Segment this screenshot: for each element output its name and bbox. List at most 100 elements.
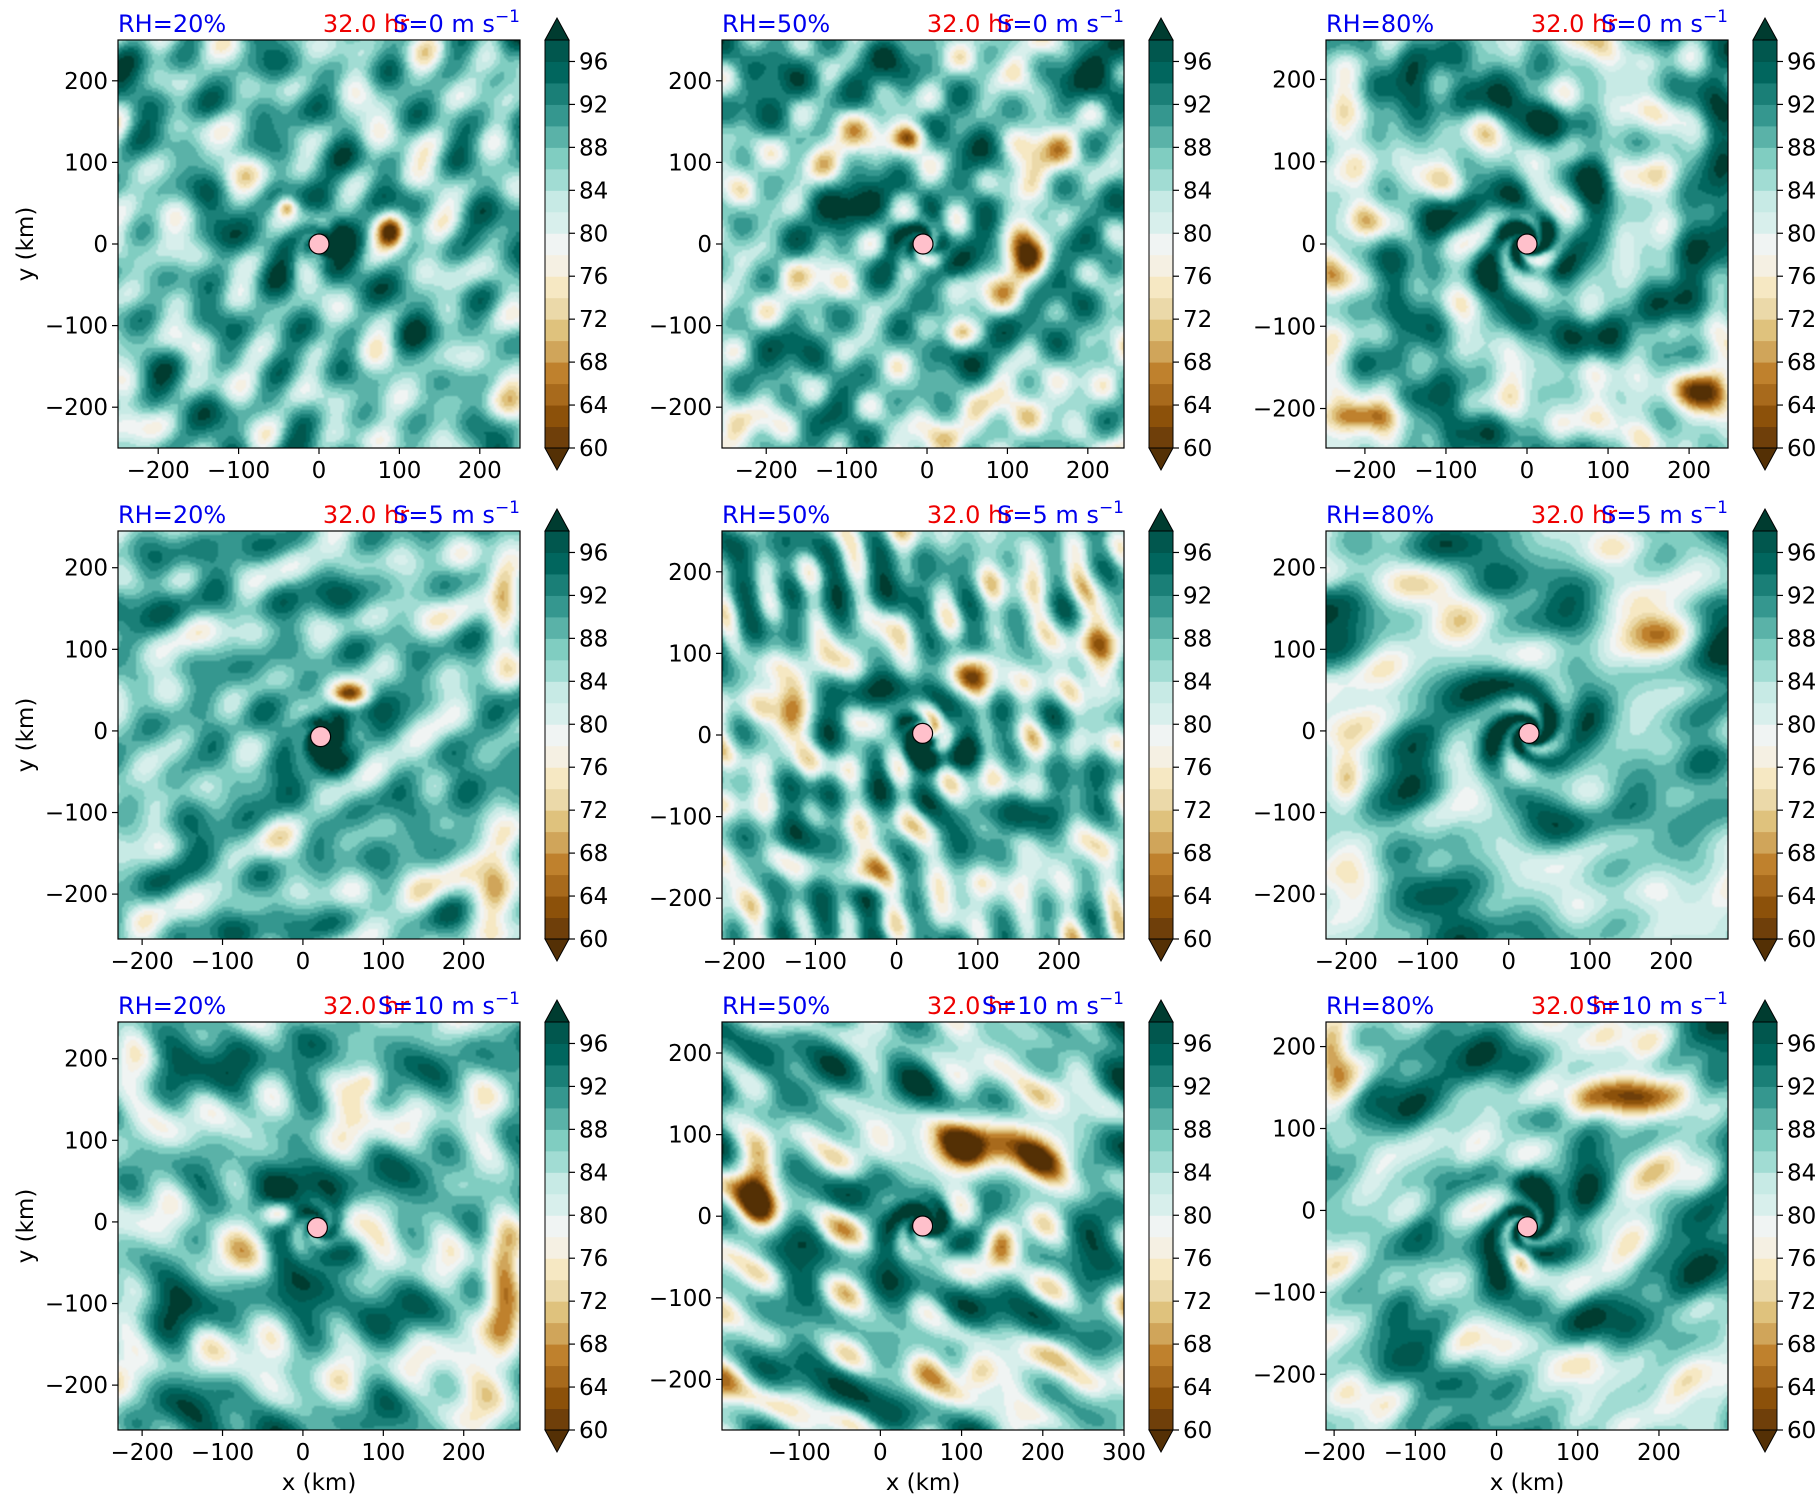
colorbar-tick-label: 80 <box>1183 712 1212 738</box>
colorbar-tick-label: 80 <box>579 221 608 247</box>
x-tick-label: 100 <box>940 1440 984 1466</box>
colorbar-segment <box>1149 767 1173 790</box>
colorbar-segment <box>1753 426 1777 449</box>
colorbar-segment <box>545 297 569 320</box>
colorbar-segment <box>545 340 569 363</box>
colorbar-segment <box>1149 1193 1173 1216</box>
colorbar-segment <box>545 1193 569 1216</box>
y-axis-label: y (km) <box>13 1189 39 1264</box>
storm-center-marker <box>1516 233 1538 255</box>
x-tick-label: −200 <box>1333 458 1396 484</box>
colorbar-tick-label: 84 <box>579 1160 608 1186</box>
colorbar-segment <box>1753 724 1777 747</box>
x-tick-label: 0 <box>1520 458 1535 484</box>
y-tick-label: 200 <box>668 69 712 95</box>
colorbar-segment <box>1149 147 1173 170</box>
x-tick-label: 200 <box>1649 949 1693 975</box>
colorbar-tick-label: 64 <box>579 1375 608 1401</box>
colorbar-segment <box>1149 531 1173 553</box>
colorbar-segment <box>1753 1043 1777 1066</box>
colorbar-segment <box>1149 810 1173 833</box>
x-tick-label: 100 <box>361 949 405 975</box>
colorbar-segment <box>1753 1129 1777 1152</box>
colorbar-tick-label: 68 <box>1787 1332 1816 1358</box>
colorbar-segment <box>545 362 569 385</box>
shear-title: S=5 m s−1 <box>997 498 1124 529</box>
colorbar-extend-min <box>1752 447 1778 472</box>
colorbar-tick-label: 96 <box>579 540 608 566</box>
colorbar-segment <box>545 1022 569 1044</box>
x-tick-label: −100 <box>191 949 254 975</box>
x-axis-label: x (km) <box>1490 1470 1565 1496</box>
colorbar-segment <box>1149 917 1173 940</box>
colorbar-segment <box>1149 1150 1173 1173</box>
colorbar-tick-label: 80 <box>1787 1203 1816 1229</box>
colorbar-segment <box>1753 531 1777 553</box>
y-axis-label: y (km) <box>13 207 39 282</box>
colorbar-frame <box>1752 39 1778 449</box>
colorbar-segment <box>545 1043 569 1066</box>
x-tick-label: 100 <box>1568 949 1612 975</box>
colorbar-tick-label: 72 <box>1787 798 1816 824</box>
colorbar-segment <box>545 1129 569 1152</box>
y-tick-label: −100 <box>45 801 108 827</box>
colorbar-tick-label: 76 <box>579 755 608 781</box>
x-tick-label: 200 <box>1637 1440 1681 1466</box>
rh-title: RH=50% <box>722 992 830 1020</box>
colorbar-tick-label: 96 <box>1183 49 1212 75</box>
y-tick-label: −200 <box>649 1367 712 1393</box>
colorbar-tick-label: 92 <box>1787 92 1816 118</box>
time-title: 32.0 hr <box>323 501 409 529</box>
colorbar-segment <box>545 917 569 940</box>
colorbar-tick-label: 72 <box>579 798 608 824</box>
shear-title: S=0 m s−1 <box>393 7 520 38</box>
colorbar-segment <box>545 1064 569 1087</box>
x-tick-label: −100 <box>1396 949 1459 975</box>
colorbar: 60 64 68 72 76 80 84 88 92 96 <box>1752 507 1816 963</box>
colorbar-segment <box>1753 1086 1777 1109</box>
colorbar-tick-label: 96 <box>579 49 608 75</box>
colorbar-tick-label: 88 <box>1787 1117 1816 1143</box>
colorbar: 60 64 68 72 76 80 84 88 92 96 <box>544 998 608 1454</box>
colorbar-segment <box>1149 831 1173 854</box>
panel-9: −200 −100 0 100 200 −200 −100 0 100 200 RH=80% 32.0… <box>1253 989 1816 1496</box>
colorbar-segment <box>545 1236 569 1259</box>
colorbar-segment <box>1149 254 1173 277</box>
colorbar-segment <box>1753 1258 1777 1281</box>
colorbar-tick-label: 60 <box>1183 1418 1212 1444</box>
colorbar-tick-label: 76 <box>579 1246 608 1272</box>
colorbar-segment <box>1149 788 1173 811</box>
colorbar-tick-label: 68 <box>579 350 608 376</box>
y-tick-label: 100 <box>64 150 108 176</box>
colorbar-tick-label: 92 <box>1787 583 1816 609</box>
colorbar-segment <box>545 1258 569 1281</box>
colorbar-segment <box>545 405 569 428</box>
colorbar-tick-label: 84 <box>1787 178 1816 204</box>
colorbar-tick-label: 88 <box>1787 135 1816 161</box>
x-tick-label: −200 <box>127 458 190 484</box>
colorbar-extend-min <box>1148 447 1174 472</box>
colorbar-segment <box>1149 1301 1173 1324</box>
colorbar-tick-label: 64 <box>1183 393 1212 419</box>
colorbar-extend-min <box>1752 1429 1778 1454</box>
shear-title: S=5 m s−1 <box>1601 498 1728 529</box>
y-tick-label: −200 <box>1253 397 1316 423</box>
colorbar-segment <box>545 595 569 618</box>
colorbar-segment <box>1149 362 1173 385</box>
colorbar-segment <box>545 681 569 704</box>
colorbar-segment <box>1753 61 1777 84</box>
colorbar-tick-label: 96 <box>1787 1031 1816 1057</box>
rh-title: RH=20% <box>118 10 226 38</box>
x-tick-label: −200 <box>735 458 798 484</box>
rh-title: RH=50% <box>722 501 830 529</box>
storm-center-marker <box>1516 1216 1539 1238</box>
rh-title: RH=80% <box>1326 992 1434 1020</box>
colorbar-tick-label: 76 <box>1787 264 1816 290</box>
colorbar-segment <box>545 853 569 876</box>
colorbar-segment <box>1149 616 1173 639</box>
colorbar-segment <box>1753 1301 1777 1324</box>
colorbar-segment <box>1149 1387 1173 1410</box>
colorbar-segment <box>545 831 569 854</box>
time-title: 32.0 hr <box>927 992 1013 1020</box>
colorbar-segment <box>1149 190 1173 213</box>
